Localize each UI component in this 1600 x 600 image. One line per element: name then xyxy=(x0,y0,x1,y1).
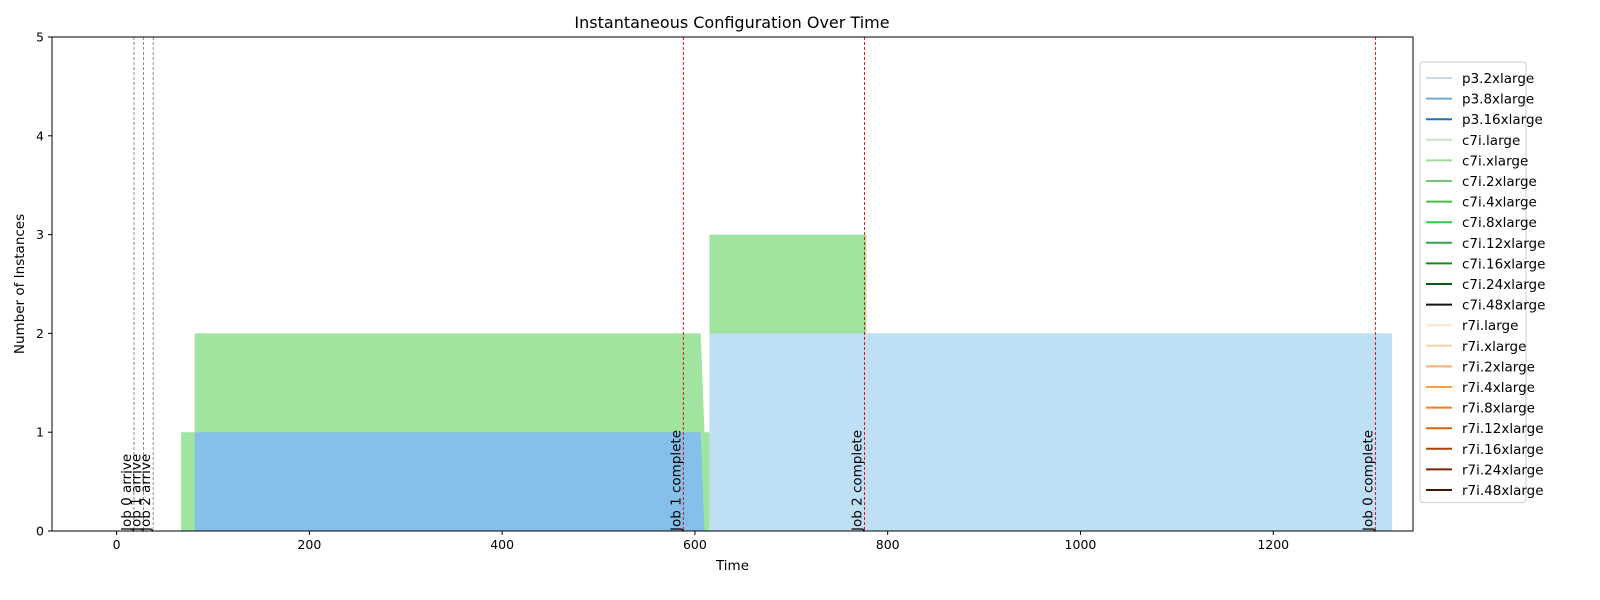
event-label-job-2-complete: Job 2 complete xyxy=(850,430,866,532)
y-tick-label: 3 xyxy=(36,227,44,242)
chart-title: Instantaneous Configuration Over Time xyxy=(574,13,889,32)
x-tick-label: 400 xyxy=(490,537,514,552)
legend-label-r7i-48xlarge: r7i.48xlarge xyxy=(1462,483,1544,499)
x-tick-label: 1000 xyxy=(1065,537,1097,552)
legend-label-p3-2xlarge: p3.2xlarge xyxy=(1462,71,1534,87)
legend-label-r7i-16xlarge: r7i.16xlarge xyxy=(1462,442,1544,458)
y-tick-label: 1 xyxy=(36,425,44,440)
x-tick-label: 0 xyxy=(113,537,121,552)
legend-label-p3-8xlarge: p3.8xlarge xyxy=(1462,92,1534,108)
legend-label-r7i-8xlarge: r7i.8xlarge xyxy=(1462,401,1535,417)
y-axis: 0 1 2 3 4 5 xyxy=(36,30,52,539)
legend-label-c7i-48xlarge: c7i.48xlarge xyxy=(1462,298,1545,314)
event-label-job-2-arrive: Job 2 arrive xyxy=(138,454,154,532)
x-tick-label: 200 xyxy=(297,537,321,552)
legend-label-c7i-24xlarge: c7i.24xlarge xyxy=(1462,277,1545,293)
legend-label-r7i-xlarge: r7i.xlarge xyxy=(1462,339,1526,355)
legend-label-r7i-24xlarge: r7i.24xlarge xyxy=(1462,462,1544,478)
event-label-job-0-arrive: Job 0 arrive xyxy=(119,454,135,532)
y-tick-label: 4 xyxy=(36,128,44,143)
legend-label-r7i-2xlarge: r7i.2xlarge xyxy=(1462,359,1535,375)
x-tick-label: 1200 xyxy=(1257,537,1289,552)
legend-label-c7i-12xlarge: c7i.12xlarge xyxy=(1462,236,1545,252)
x-tick-label: 800 xyxy=(876,537,900,552)
legend-label-r7i-12xlarge: r7i.12xlarge xyxy=(1462,421,1544,437)
event-label-job-0-complete: Job 0 complete xyxy=(1360,430,1376,532)
y-tick-label: 2 xyxy=(36,326,44,341)
event-label-job-1-complete: Job 1 complete xyxy=(668,430,684,532)
area-p3-2xlarge xyxy=(709,333,1392,531)
legend-label-c7i-4xlarge: c7i.4xlarge xyxy=(1462,195,1537,211)
x-tick-label: 600 xyxy=(683,537,707,552)
legend-label-p3-16xlarge: p3.16xlarge xyxy=(1462,112,1543,128)
y-tick-label: 0 xyxy=(36,524,44,539)
area-p3-8xlarge xyxy=(194,432,705,531)
y-tick-label: 5 xyxy=(36,30,44,45)
event-label-job-1-arrive: Job 1 arrive xyxy=(129,454,145,532)
x-axis: 0 200 400 600 800 1000 1200 xyxy=(113,531,1289,552)
legend: p3.2xlarge p3.8xlarge p3.16xlarge c7i.large… xyxy=(1419,61,1545,504)
legend-label-c7i-large: c7i.large xyxy=(1462,133,1520,149)
legend-label-r7i-4xlarge: r7i.4xlarge xyxy=(1462,380,1535,396)
legend-label-c7i-16xlarge: c7i.16xlarge xyxy=(1462,256,1545,272)
legend-label-c7i-xlarge: c7i.xlarge xyxy=(1462,153,1528,169)
y-axis-label: Number of Instances xyxy=(12,214,28,354)
x-axis-label: Time xyxy=(715,558,749,574)
legend-box xyxy=(1419,61,1527,504)
legend-label-r7i-large: r7i.large xyxy=(1462,318,1518,334)
area-layer xyxy=(181,234,1392,531)
plot-frame xyxy=(51,36,1414,532)
legend-label-c7i-2xlarge: c7i.2xlarge xyxy=(1462,174,1537,190)
legend-label-c7i-8xlarge: c7i.8xlarge xyxy=(1462,215,1537,231)
